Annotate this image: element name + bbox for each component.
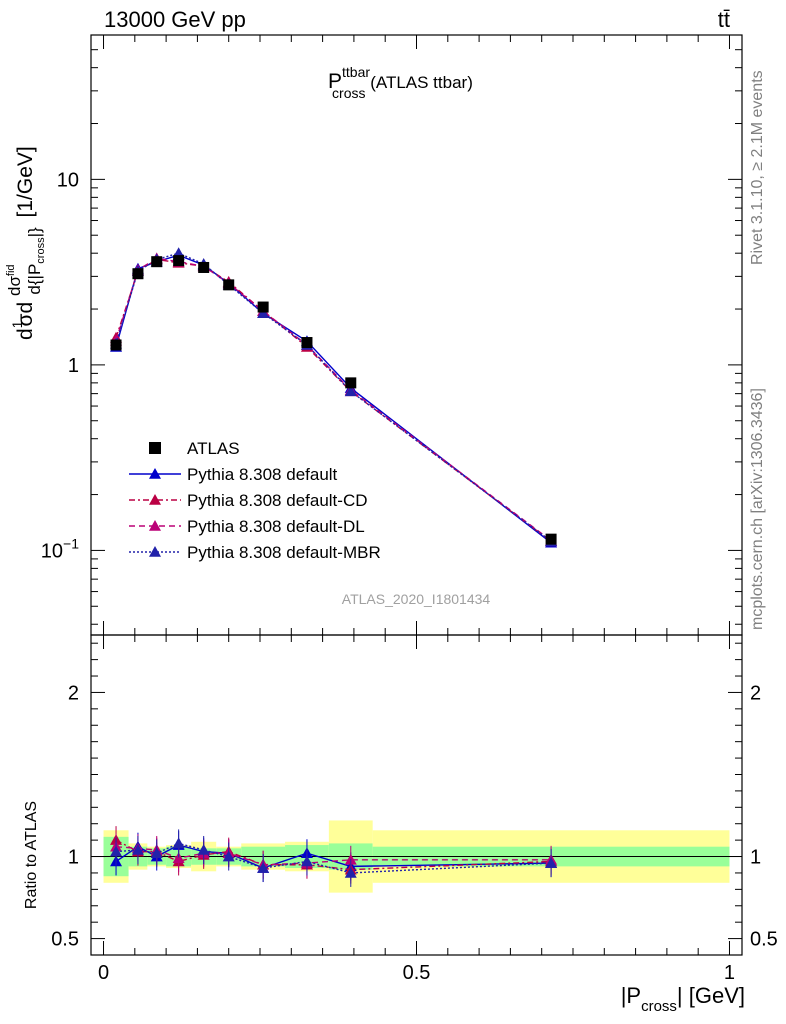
- x-axis-label: |Pcross| [GeV]: [621, 983, 745, 1015]
- mc-ratio-marker: [150, 847, 163, 859]
- ratio-tick-label: 1: [68, 847, 79, 869]
- ratio-tick-label: 0.5: [51, 929, 79, 951]
- header-process: tt̄: [718, 7, 730, 32]
- atlas-data-point: [198, 261, 210, 273]
- legend-label: Pythia 8.308 default-DL: [187, 517, 365, 536]
- mc-ratio-marker: [545, 857, 558, 868]
- main-ylabel: d1σd dσfid d{|Pcross|} [1/GeV]: [0, 146, 47, 340]
- mcplots-credit: mcplots.cern.ch [arXiv:1306.3436]: [749, 388, 766, 630]
- main-series-group: [110, 247, 558, 548]
- rivet-version: Rivet 3.1.10, ≥ 2.1M events: [749, 70, 766, 265]
- legend-marker: [149, 520, 161, 531]
- mc-ratio-line: [115, 842, 552, 874]
- legend-label: Pythia 8.308 default-MBR: [187, 543, 381, 562]
- mc-ratio-marker: [344, 866, 357, 878]
- atlas-data-point: [132, 268, 144, 280]
- plot-title: Pttbar cross (ATLAS ttbar): [328, 64, 473, 101]
- ratio-tick-label-right: 1: [750, 847, 761, 869]
- analysis-watermark: ATLAS_2020_I1801434: [342, 591, 491, 607]
- legend-label: ATLAS: [187, 439, 240, 458]
- mc-ratio-marker: [110, 845, 123, 857]
- mc-ratio-marker: [257, 862, 270, 873]
- atlas-data-point: [301, 337, 313, 349]
- atlas-data-point: [345, 377, 357, 389]
- mc-series-marker: [344, 385, 357, 397]
- legend-label: Pythia 8.308 default-CD: [187, 491, 368, 510]
- mc-ratio-marker: [131, 843, 144, 855]
- legend-marker: [149, 546, 161, 557]
- mc-ratio-marker: [172, 852, 185, 863]
- mc-ratio-marker: [197, 843, 210, 855]
- legend-marker: [149, 494, 161, 505]
- ratio-series-group: [110, 826, 558, 887]
- legend: ATLAS Pythia 8.308 default Pythia 8.308 de…: [129, 439, 381, 562]
- atlas-data-point: [173, 255, 185, 267]
- y-tick-label: 1: [68, 355, 79, 377]
- mc-series-line: [115, 252, 552, 542]
- ratio-tick-label: 2: [68, 682, 79, 704]
- y-tick-label: 10−1: [41, 535, 79, 562]
- mc-ratio-line: [115, 845, 552, 866]
- svg-text:d1σd dσfid d{|Pcro: d1σd dσfid d{|Pcross|} [1/GeV]: [0, 146, 47, 340]
- ratio-tick-label-right: 0.5: [750, 929, 778, 951]
- y-tick-label: 10: [57, 169, 79, 191]
- axes-group: 0 0.5 1 10−1 1 10 0.5 0.5 1 1 2 2: [41, 34, 778, 984]
- mc-series-line: [115, 257, 552, 542]
- atlas-data-point: [545, 533, 557, 545]
- ratio-frame: [90, 634, 743, 956]
- ratio-ylabel: Ratio to ATLAS: [23, 801, 40, 909]
- ratio-tick-label-right: 2: [750, 682, 761, 704]
- atlas-data-point: [110, 339, 122, 351]
- mc-ratio-marker: [172, 837, 185, 849]
- legend-label: Pythia 8.308 default: [187, 465, 338, 484]
- mc-ratio-marker: [300, 855, 313, 867]
- legend-marker: [149, 468, 161, 479]
- x-tick-label: 1: [724, 962, 735, 984]
- mc-ratio-line: [115, 844, 552, 869]
- legend-marker-atlas: [149, 442, 161, 454]
- atlas-data-point: [223, 279, 235, 291]
- atlas-data-point: [151, 256, 163, 268]
- mc-ratio-marker: [222, 850, 235, 862]
- mc-series-marker: [257, 307, 270, 318]
- atlas-data-point: [257, 301, 269, 313]
- x-tick-label: 0: [98, 962, 109, 984]
- x-tick-label: 0.5: [403, 962, 431, 984]
- header-energy: 13000 GeV pp: [104, 7, 246, 32]
